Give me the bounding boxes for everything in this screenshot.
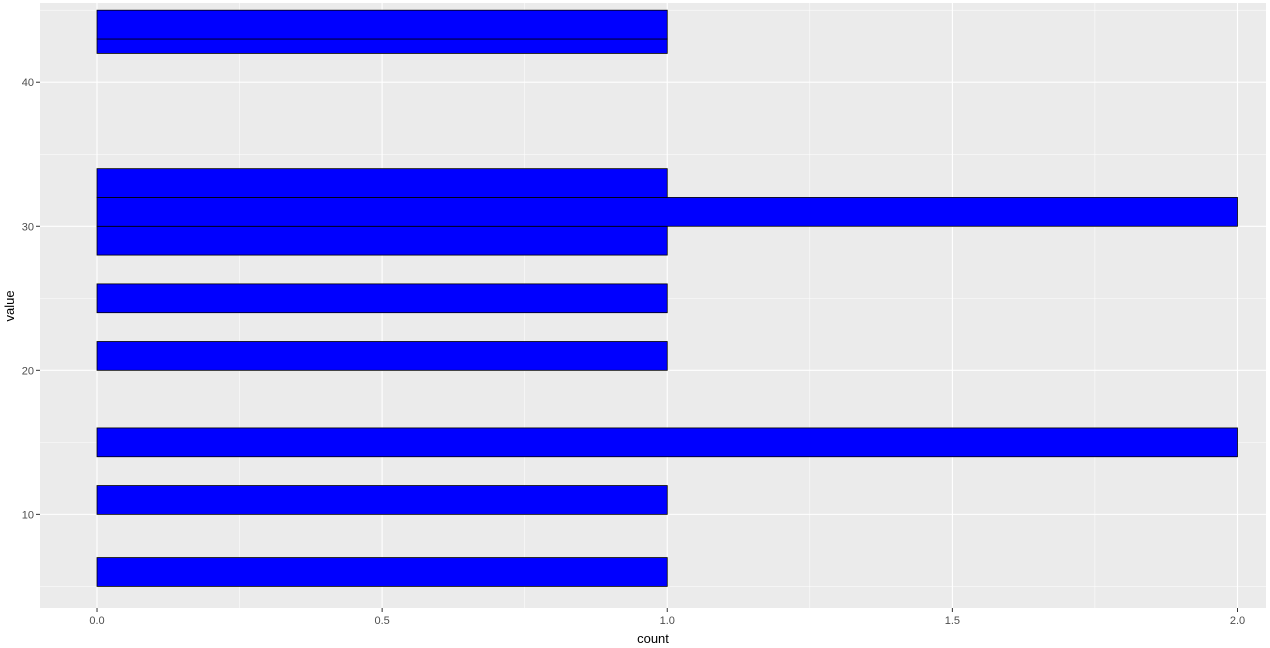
bar-28-30 — [96, 225, 668, 256]
bar-10-12 — [96, 485, 668, 515]
bar-42-43 — [96, 38, 668, 54]
bar-30-32 — [96, 197, 1238, 227]
bar-20-22 — [96, 341, 668, 371]
x-tick-label: 0.5 — [374, 615, 389, 627]
y-tick-label: 30 — [22, 221, 34, 233]
x-axis-title: count — [637, 631, 669, 646]
x-tick-label: 0.0 — [89, 615, 104, 627]
bar-5-7 — [96, 557, 668, 587]
y-axis-title: value — [2, 290, 17, 321]
y-axis: 10 20 30 40 — [22, 77, 40, 521]
x-tick-label: 2.0 — [1230, 615, 1245, 627]
bars-group — [96, 9, 1238, 587]
x-tick-label: 1.0 — [660, 615, 675, 627]
y-tick-label: 10 — [22, 509, 34, 521]
x-axis: 0.0 0.5 1.0 1.5 2.0 — [89, 608, 1245, 627]
bar-24-26 — [96, 283, 668, 314]
bar-14-16 — [96, 427, 1238, 458]
x-tick-label: 1.5 — [945, 615, 960, 627]
watermark-text: https://blog.csdn.net/weixin_42008031 — [991, 623, 1263, 640]
y-tick-label: 20 — [22, 365, 34, 377]
bar-32-34 — [96, 168, 668, 198]
bar-43-45 — [96, 9, 668, 40]
y-tick-label: 40 — [22, 77, 34, 89]
